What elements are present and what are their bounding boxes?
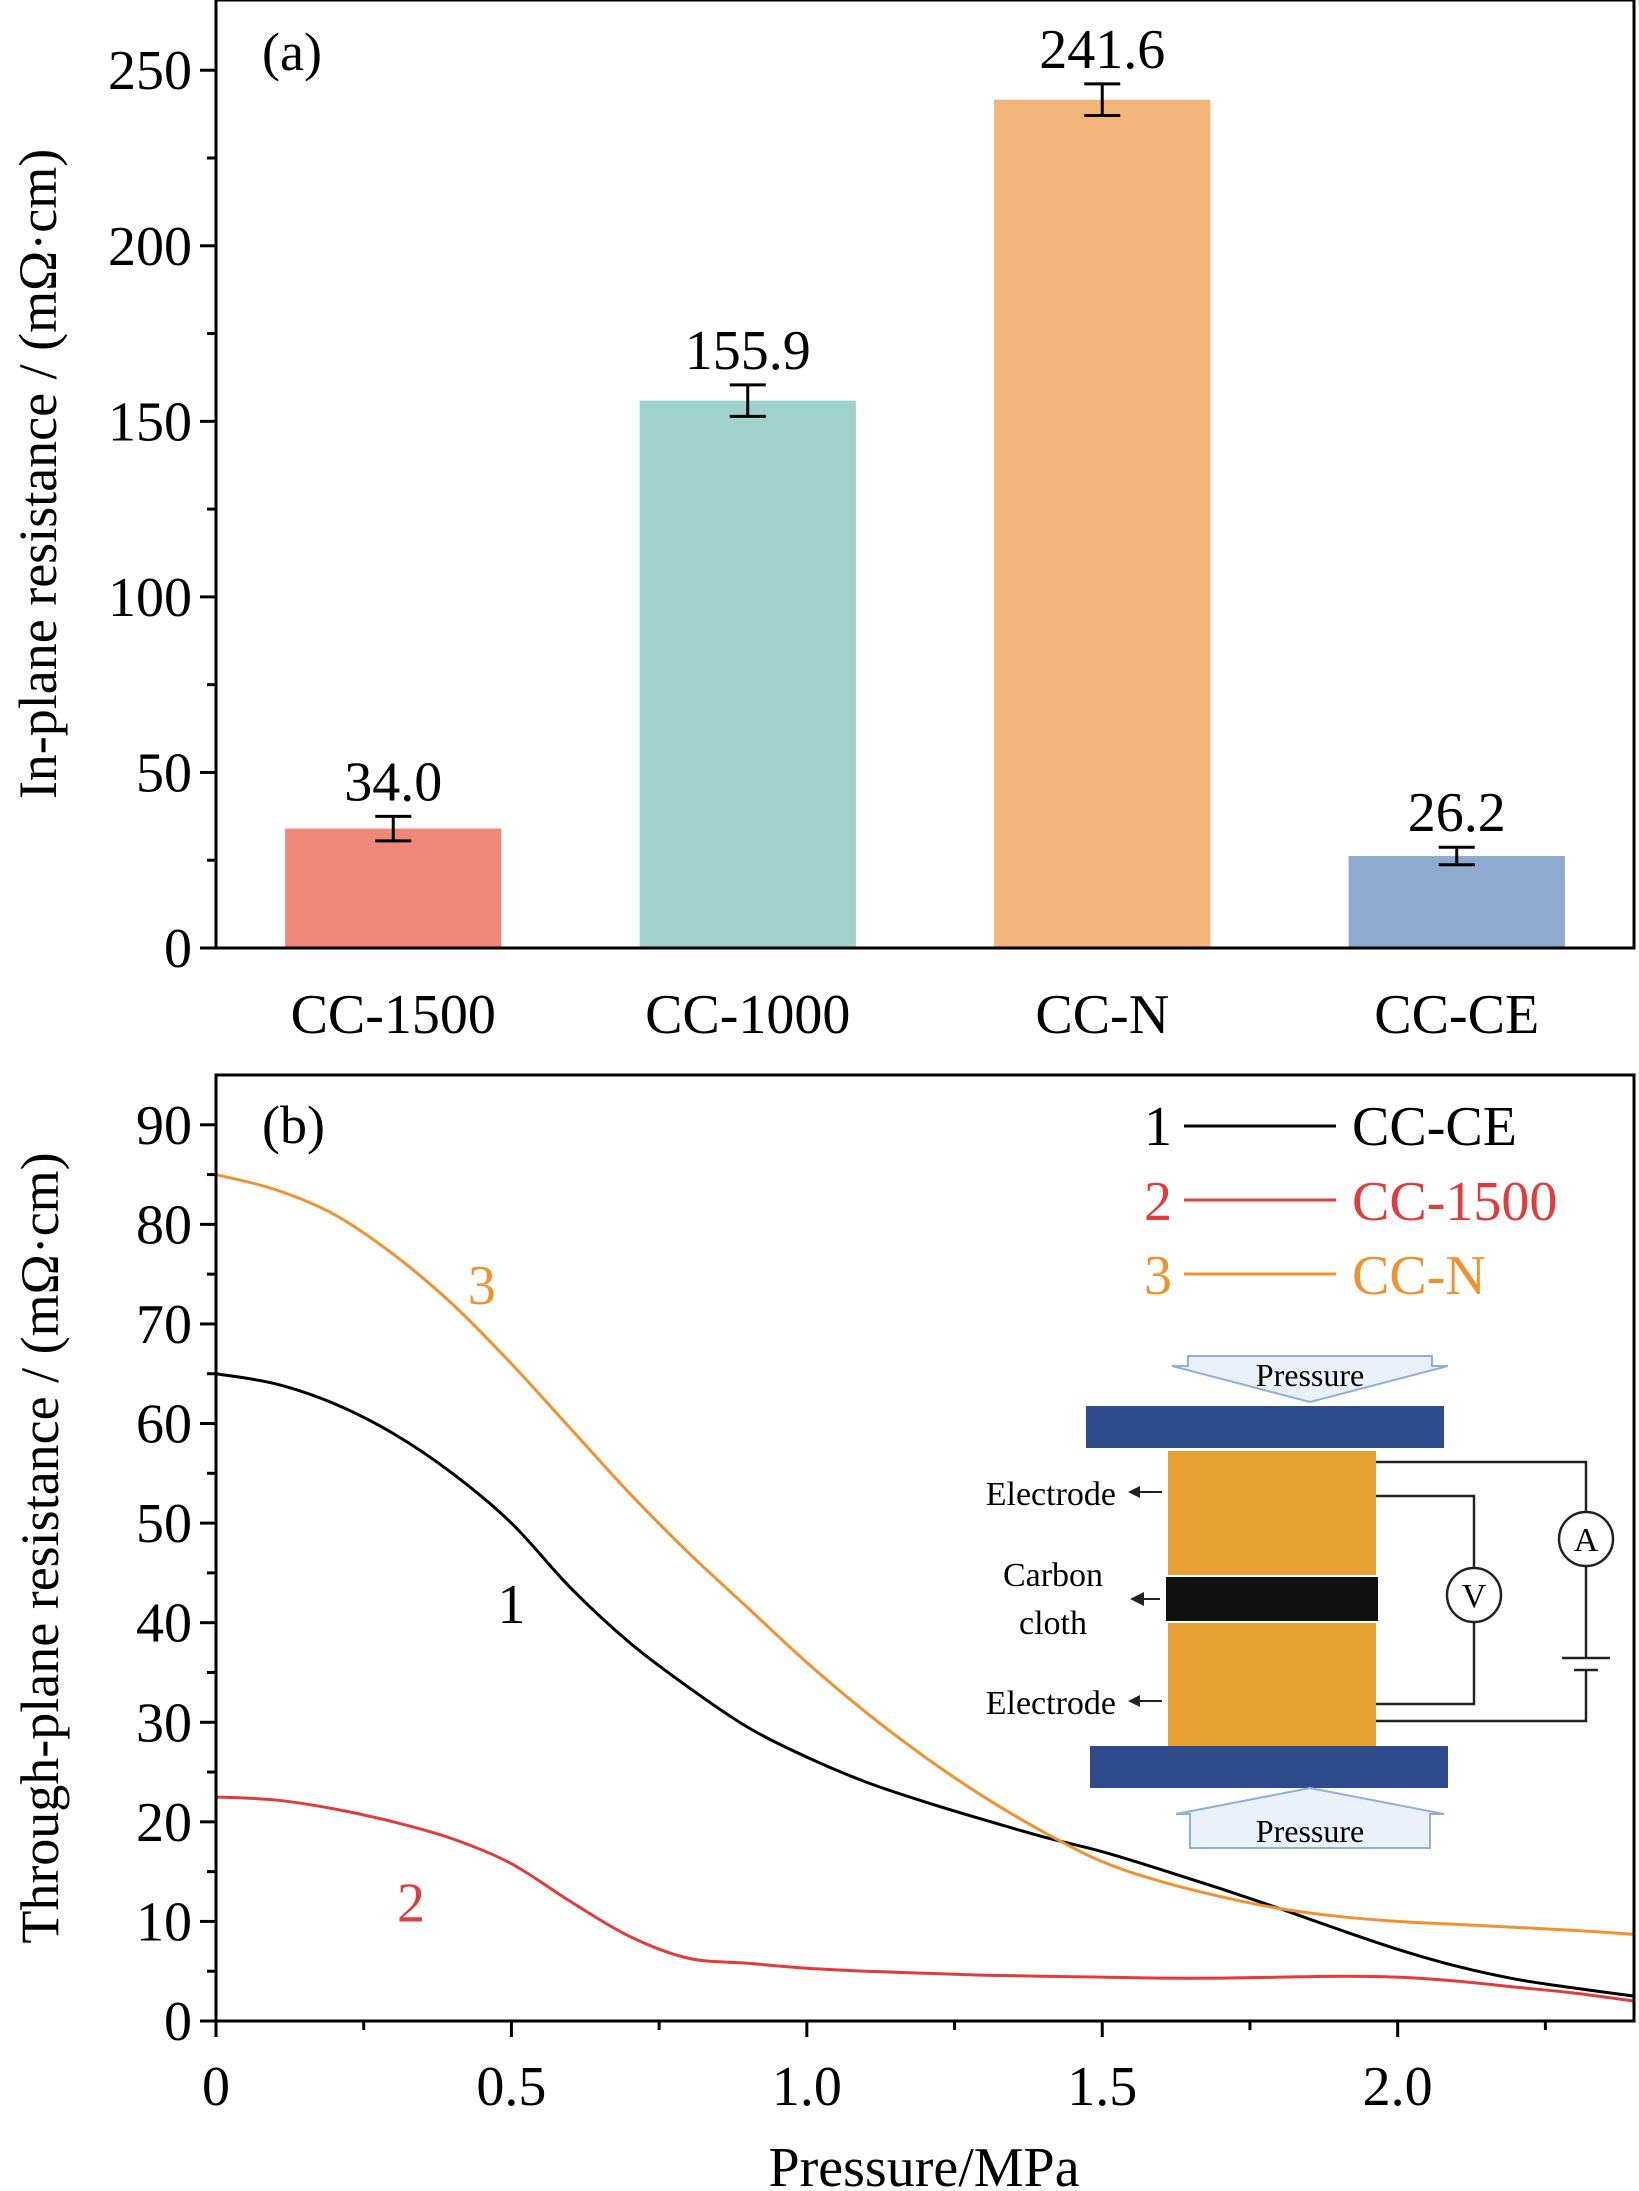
y-axis-title: Through-plane resistance / (mΩ·cm) (10, 1152, 70, 1943)
panel-b-label: (b) (262, 1095, 325, 1155)
panel-b-line-chart: 1 2 3 Pressure Pressure A (10, 1073, 1636, 2191)
y-axis: 0 10 20 30 40 50 60 70 80 90 (136, 1095, 216, 2053)
legend-label-cc-ce: CC-CE (1352, 1096, 1517, 1158)
y-tick-label: 250 (108, 40, 192, 102)
x-axis-title: Pressure/MPa (768, 2137, 1079, 2191)
bar-series (285, 99, 1565, 948)
y-tick-label: 150 (108, 391, 192, 453)
pressure-arrow-top (1171, 1355, 1449, 1404)
voltmeter-icon (1445, 1566, 1503, 1624)
pressure-label-bottom: Pressure (1256, 1813, 1364, 1849)
electrode-top-arrowhead (1128, 1486, 1140, 1498)
y-tick-label: 80 (136, 1194, 192, 1256)
legend-entry-cc-1500: 2 CC-1500 (1144, 1171, 1557, 1233)
x-axis: CC-1500 CC-1000 CC-N CC-CE (291, 984, 1540, 1046)
legend-number-1: 1 (1144, 1096, 1172, 1158)
x-tick-label: CC-1000 (645, 984, 850, 1046)
panel-a-frame (214, 0, 1636, 950)
y-tick-label: 10 (136, 1891, 192, 1953)
line-series (215, 1173, 1635, 2003)
legend-entry-cc-ce: 1 CC-CE (1144, 1096, 1517, 1158)
y-axis-title: In-plane resistance / (mΩ·cm) (8, 149, 68, 799)
x-tick-label: 2.0 (1363, 2056, 1433, 2118)
bar-value-label: 26.2 (1408, 782, 1506, 844)
circuit-wires (1376, 1460, 1610, 1723)
y-tick-label: 20 (136, 1792, 192, 1854)
ammeter-icon (1557, 1510, 1615, 1568)
series-line-cc-1500 (215, 1795, 1635, 2003)
measurement-setup-inset: Pressure Pressure A V E (986, 1355, 1615, 1849)
electrode-label-top: Electrode (986, 1476, 1116, 1513)
y-tick-label: 50 (136, 742, 192, 804)
y-tick-label: 40 (136, 1593, 192, 1655)
carbon-cloth (1166, 1577, 1378, 1621)
legend-number-3: 3 (1144, 1245, 1172, 1307)
bar-value-label: 241.6 (1039, 19, 1165, 81)
curve-number-labels: 1 2 3 (397, 1255, 525, 1934)
y-tick-label: 90 (136, 1095, 192, 1157)
series-line-cc-n (215, 1173, 1635, 1936)
bottom-electrode (1168, 1623, 1376, 1747)
y-tick-label: 50 (136, 1493, 192, 1555)
y-tick-label: 0 (164, 1991, 192, 2053)
error-bars (375, 82, 1475, 867)
series-line-cc-ce (215, 1372, 1635, 1998)
x-tick-label: CC-CE (1374, 984, 1539, 1046)
carbon-cloth-arrowhead (1130, 1592, 1144, 1606)
y-tick-label: 30 (136, 1692, 192, 1754)
top-electrode (1168, 1451, 1376, 1575)
y-tick-label: 0 (164, 918, 192, 980)
voltmeter-label: V (1462, 1578, 1487, 1615)
bar (994, 99, 1211, 948)
carbon-cloth-label-line2: cloth (1019, 1605, 1087, 1642)
y-tick-label: 70 (136, 1294, 192, 1356)
bottom-plate (1090, 1746, 1448, 1788)
carbon-cloth-label-line1: Carbon (1003, 1557, 1103, 1594)
legend-label-cc-n: CC-N (1352, 1245, 1486, 1307)
x-axis: 0 0.5 1.0 1.5 2.0 (202, 2021, 1547, 2118)
x-tick-label: 1.5 (1067, 2056, 1137, 2118)
x-tick-label: CC-N (1035, 984, 1169, 1046)
legend-label-cc-1500: CC-1500 (1352, 1171, 1557, 1233)
y-tick-label: 200 (108, 216, 192, 278)
bar-value-labels: 34.0 155.9 241.6 26.2 (344, 19, 1506, 844)
bar (1348, 856, 1565, 948)
x-tick-label: 1.0 (772, 2056, 842, 2118)
panel-b-frame (214, 1073, 1636, 2023)
curve-label: 2 (397, 1873, 425, 1935)
y-axis: 0 50 100 150 200 250 (108, 40, 216, 980)
legend-entry-cc-n: 3 CC-N (1144, 1245, 1486, 1307)
top-plate (1086, 1406, 1444, 1448)
pressure-arrow-bottom (1175, 1786, 1445, 1849)
x-tick-label: 0 (202, 2056, 230, 2118)
electrode-bottom-arrowhead (1128, 1695, 1140, 1707)
bar (285, 828, 502, 948)
legend: 1 CC-CE 2 CC-1500 3 CC-N (1144, 1096, 1557, 1307)
curve-label: 1 (497, 1574, 525, 1636)
y-tick-label: 60 (136, 1394, 192, 1456)
electrode-label-bottom: Electrode (986, 1685, 1116, 1722)
pressure-label-top: Pressure (1256, 1357, 1364, 1393)
y-tick-label: 100 (108, 567, 192, 629)
x-tick-label: 0.5 (476, 2056, 546, 2118)
ammeter-label: A (1574, 1522, 1599, 1559)
bar-value-label: 155.9 (685, 320, 811, 382)
bar (639, 400, 856, 948)
panel-a-label: (a) (262, 22, 322, 82)
x-tick-label: CC-1500 (291, 984, 496, 1046)
legend-number-2: 2 (1144, 1171, 1172, 1233)
curve-label: 3 (468, 1255, 496, 1317)
bar-value-label: 34.0 (344, 751, 442, 813)
